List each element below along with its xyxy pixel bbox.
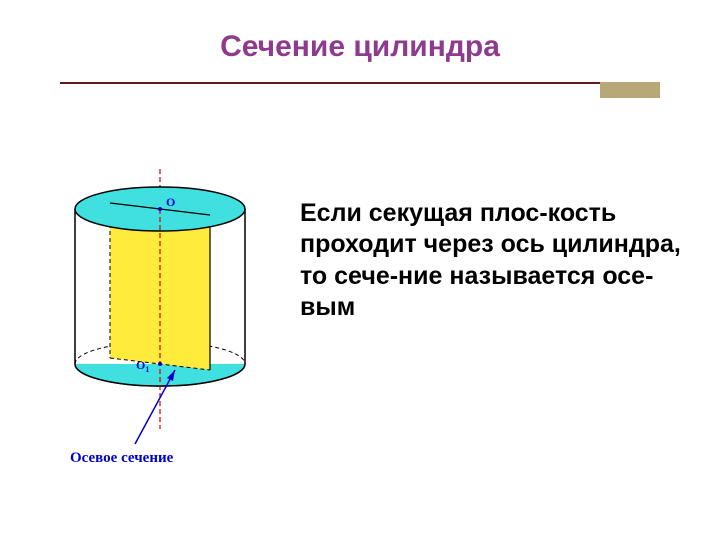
horizontal-rule — [60, 82, 600, 84]
cylinder-svg: О О1 Осевое сечение — [40, 164, 280, 484]
cylinder-diagram: О О1 Осевое сечение — [40, 164, 280, 484]
body-text: Если секущая плос-кость проходит через о… — [300, 198, 690, 323]
top-center-label: О — [166, 195, 175, 209]
bottom-ellipse-front — [75, 364, 245, 386]
diagram-caption: Осевое сечение — [70, 450, 174, 466]
bottom-center-point — [158, 362, 162, 366]
accent-decoration — [600, 82, 660, 98]
top-center-point — [158, 207, 162, 211]
page-title: Сечение цилиндра — [0, 30, 720, 64]
